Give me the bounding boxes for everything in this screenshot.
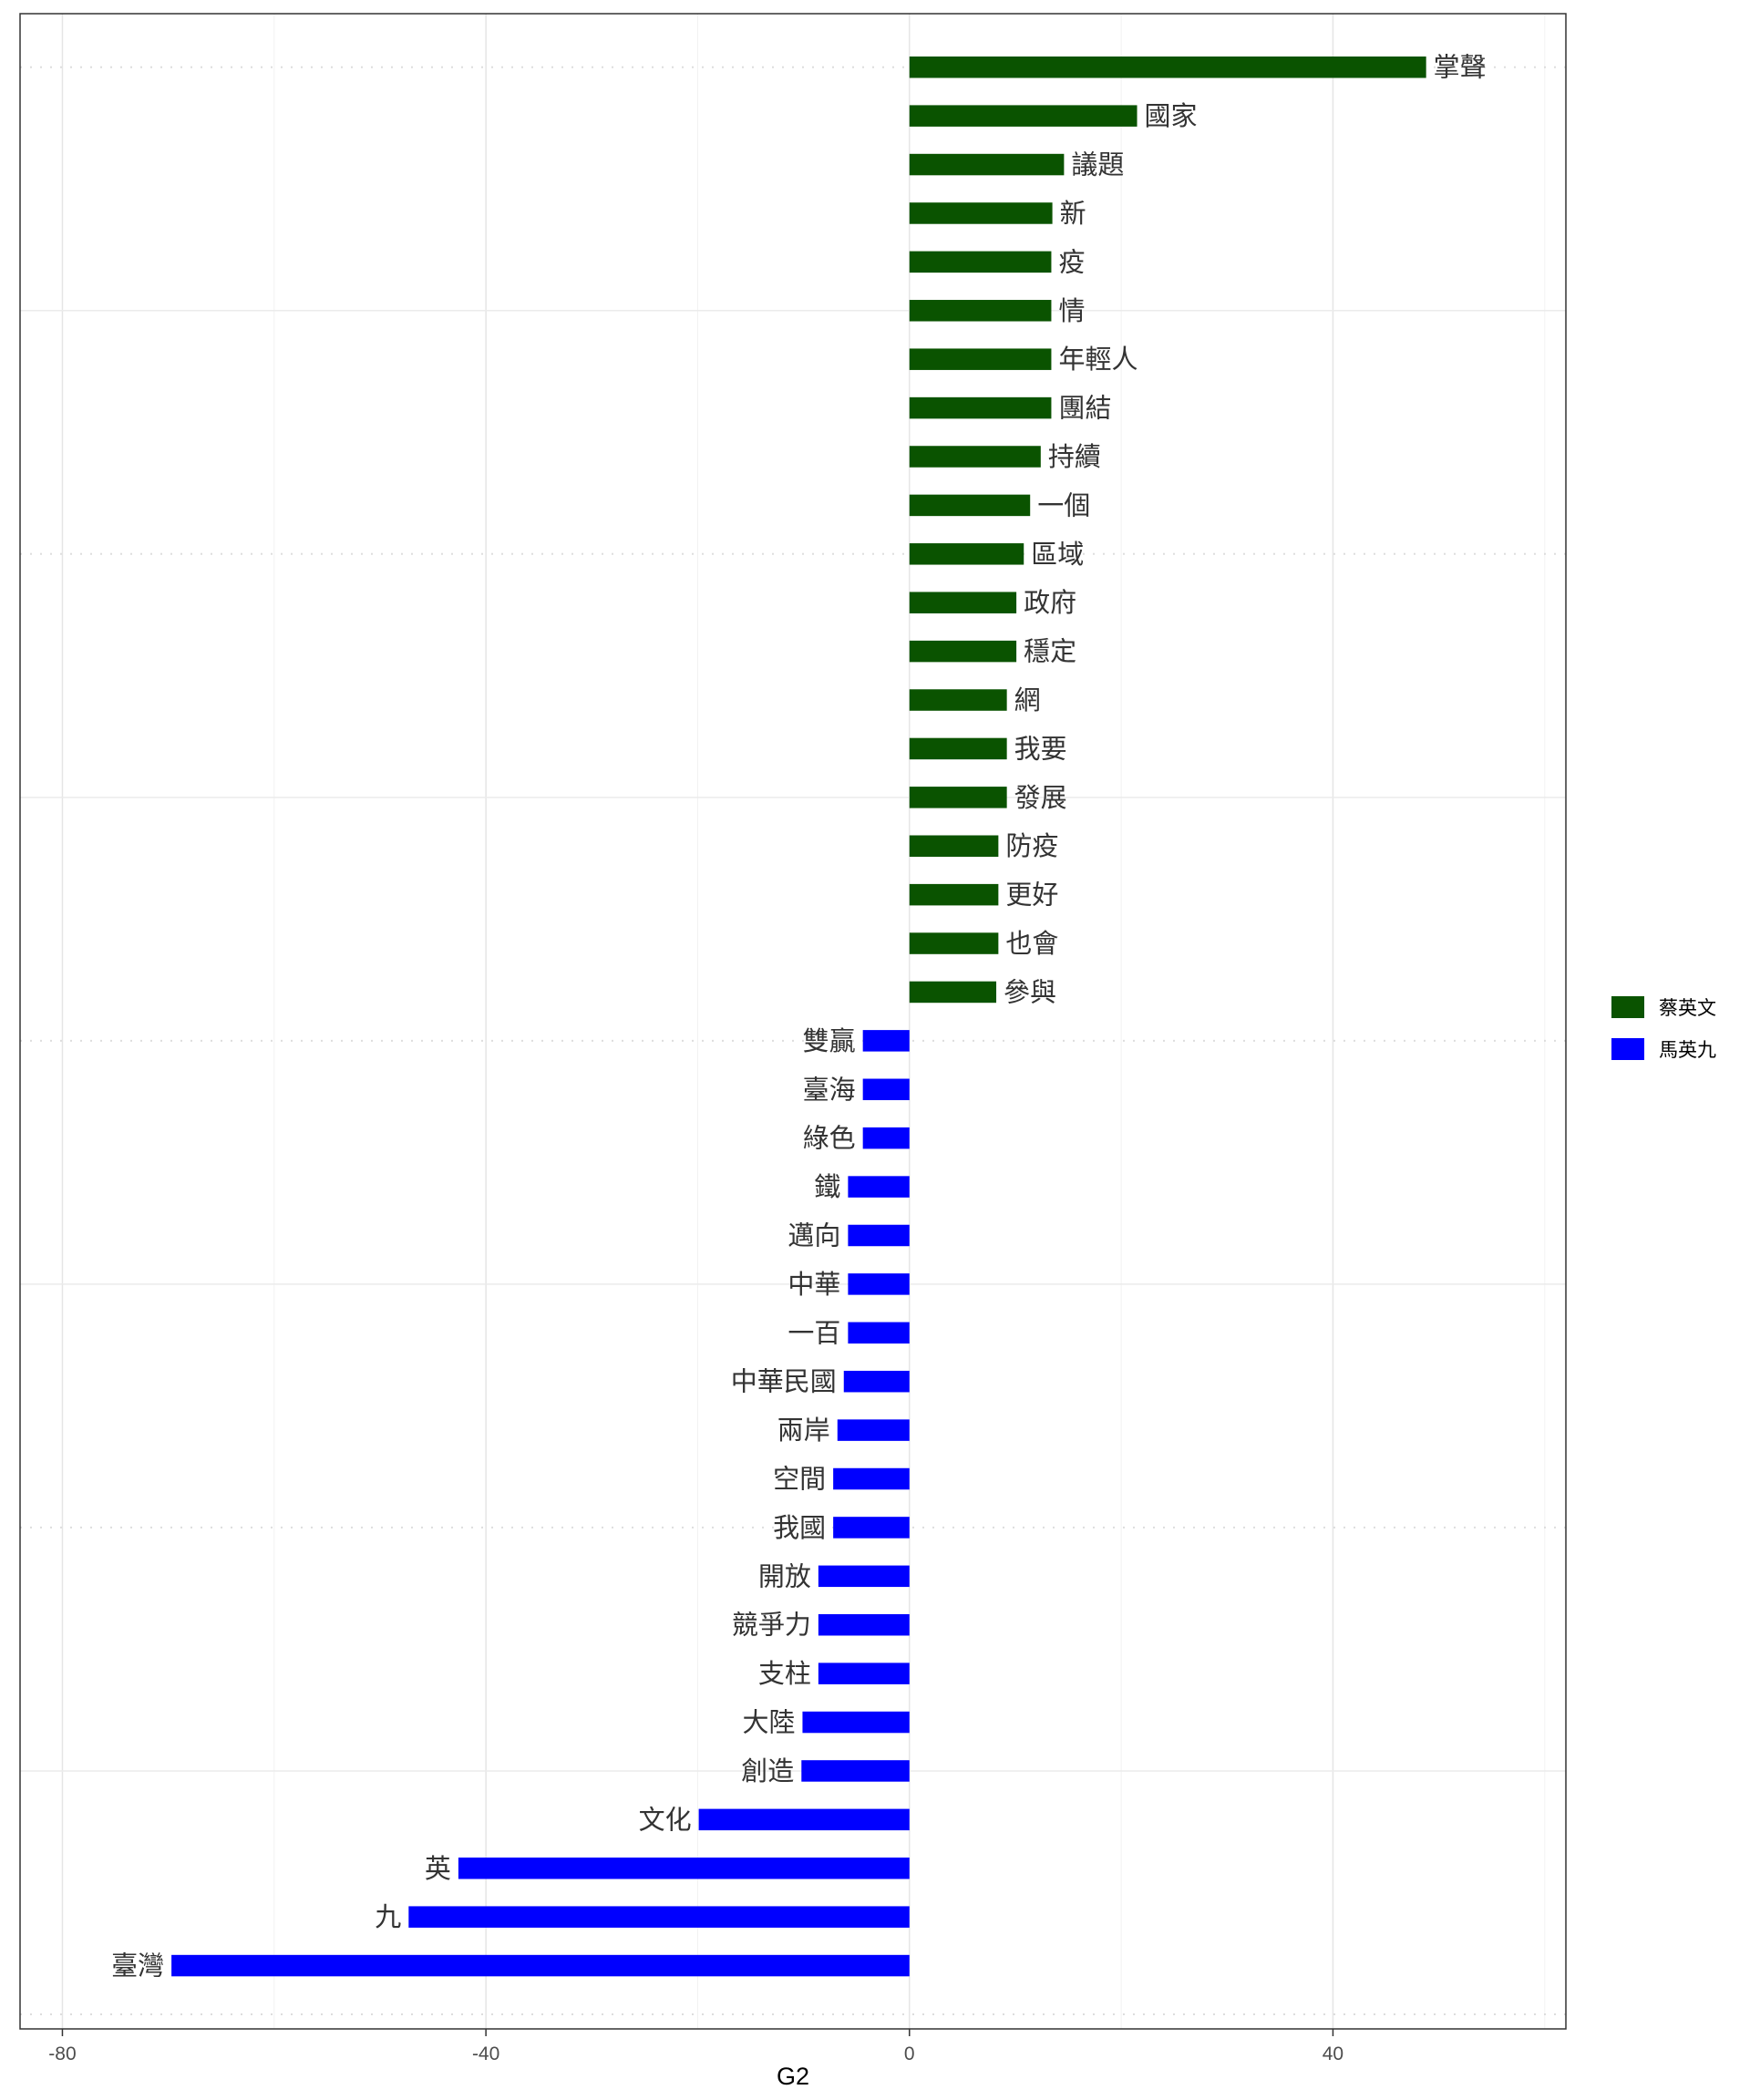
bar [909, 689, 1007, 711]
x-tick-label: 40 [1323, 2043, 1343, 2064]
bar [909, 446, 1041, 468]
bar-label: 創造 [741, 1755, 794, 1786]
bar [909, 543, 1024, 565]
bar-label: 疫 [1058, 246, 1085, 277]
bar-label: 開放 [758, 1560, 811, 1591]
bar-label: 國家 [1145, 100, 1198, 131]
bar [909, 153, 1065, 176]
bar-label: 網 [1014, 685, 1041, 715]
bar-label: 鐵 [814, 1171, 840, 1202]
bar-label: 雙贏 [803, 1025, 856, 1056]
bar-label: 支柱 [758, 1658, 811, 1689]
bar-label: 邁向 [788, 1220, 840, 1251]
bar [698, 1808, 910, 1831]
bar [909, 737, 1007, 760]
bar-label: 情 [1058, 295, 1085, 326]
bar [833, 1467, 910, 1490]
bar [862, 1127, 910, 1149]
x-axis-title: G2 [777, 2063, 809, 2090]
bar-label: 防疫 [1005, 830, 1058, 861]
bar-label: 我國 [773, 1512, 826, 1543]
bar [909, 883, 999, 906]
bar [909, 56, 1426, 78]
bar-label: 團結 [1058, 393, 1111, 424]
x-tick-label: 0 [904, 2043, 915, 2064]
bar-label: 綠色 [803, 1123, 856, 1154]
legend-key [1611, 1038, 1644, 1060]
bar-label: 持續 [1048, 441, 1101, 472]
bar-label: 英 [425, 1853, 451, 1884]
x-tick-label: -80 [48, 2043, 76, 2064]
bar [837, 1419, 910, 1441]
bar-label: 區域 [1031, 539, 1084, 570]
bar [862, 1078, 910, 1101]
bar [909, 105, 1138, 127]
bar-label: 發展 [1014, 782, 1067, 813]
bar [909, 396, 1052, 419]
bar [458, 1858, 910, 1879]
bar [909, 932, 999, 954]
bar-label: 更好 [1005, 880, 1058, 911]
grid [20, 14, 1566, 2029]
plot-border [19, 13, 1567, 2030]
bar [909, 640, 1017, 663]
bar-label: 也會 [1005, 928, 1058, 959]
bar [909, 300, 1052, 322]
bar-label: 我要 [1014, 733, 1067, 764]
bar [909, 202, 1053, 224]
bar-label: 一百 [788, 1317, 840, 1348]
bar [848, 1322, 910, 1344]
bar [848, 1224, 910, 1247]
bar-label: 一個 [1037, 489, 1090, 520]
bar-label: 掌聲 [1434, 52, 1487, 83]
x-tick-label: -40 [472, 2043, 499, 2064]
legend-label: 蔡英文 [1659, 997, 1716, 1019]
bar [848, 1176, 910, 1198]
bar [801, 1760, 910, 1782]
legend-key [1611, 996, 1644, 1018]
plot-background [20, 14, 1566, 2029]
bar-label: 政府 [1024, 587, 1076, 618]
bar-label: 穩定 [1024, 636, 1076, 667]
bars: 掌聲國家議題新疫情年輕人團結持續一個區域政府穩定網我要發展防疫更好也會參與雙贏臺… [111, 52, 1487, 1982]
bar [818, 1613, 910, 1636]
bar-label: 九 [375, 1901, 401, 1932]
bar-label: 競爭力 [732, 1610, 811, 1641]
bar-label: 議題 [1071, 149, 1124, 180]
legend-label: 馬英九 [1659, 1039, 1716, 1061]
bar-label: 臺灣 [111, 1951, 164, 1982]
bar-label: 參與 [1004, 976, 1056, 1007]
bar [848, 1273, 910, 1295]
bar-label: 大陸 [742, 1707, 795, 1738]
bar [909, 592, 1017, 613]
bar [909, 251, 1052, 273]
bar-label: 中華民國 [731, 1366, 837, 1397]
bar-label: 臺海 [803, 1074, 856, 1105]
bar-label: 年輕人 [1058, 344, 1138, 375]
bar [818, 1662, 910, 1684]
bar-label: 新 [1060, 198, 1086, 229]
x-axis: -80 -40 0 40 [48, 2029, 1343, 2064]
bar [843, 1370, 910, 1393]
bar [909, 835, 999, 857]
bar [862, 1030, 910, 1052]
bar [818, 1565, 910, 1588]
bar-label: 文化 [639, 1804, 692, 1835]
bar-label: 中華 [788, 1269, 840, 1300]
bar [909, 981, 997, 1004]
bar-label: 兩岸 [777, 1415, 830, 1446]
bar [408, 1906, 910, 1928]
bar [802, 1711, 910, 1734]
bar-label: 空間 [773, 1464, 826, 1495]
bar [171, 1954, 910, 1977]
bar [909, 494, 1031, 517]
bar [833, 1517, 910, 1539]
bar [909, 787, 1007, 808]
bar [909, 348, 1052, 370]
